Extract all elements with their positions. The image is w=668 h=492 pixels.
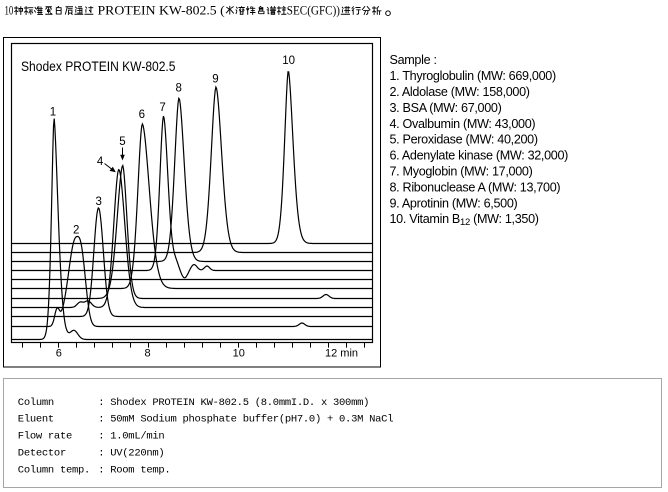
svg-text:3. BSA (MW: 67,000): 3. BSA (MW: 67,000)	[390, 101, 502, 115]
svg-text:: Shodex PROTEIN KW-802.5 (8.0: : Shodex PROTEIN KW-802.5 (8.0mmI.D. x 3…	[98, 397, 369, 409]
svg-text:: 50mM Sodium phosphate buffer: : 50mM Sodium phosphate buffer(pH7.0) + …	[98, 414, 393, 426]
svg-text:5: 5	[119, 136, 125, 148]
svg-text:PROTEIN KW-802.5 (: PROTEIN KW-802.5 (	[98, 4, 225, 18]
svg-text:Column: Column	[18, 397, 54, 409]
svg-text:6: 6	[56, 348, 62, 360]
svg-text:6: 6	[139, 109, 145, 121]
svg-text:9. Aprotinin (MW: 6,500): 9. Aprotinin (MW: 6,500)	[390, 196, 518, 210]
svg-text:7: 7	[159, 102, 165, 114]
svg-text:2. Aldolase (MW: 158,000): 2. Aldolase (MW: 158,000)	[390, 85, 530, 99]
svg-text:9: 9	[212, 74, 218, 86]
svg-text:3: 3	[95, 196, 101, 208]
svg-text:4: 4	[97, 156, 104, 168]
svg-text:Eluent: Eluent	[18, 414, 54, 426]
svg-text:10: 10	[282, 55, 295, 67]
svg-text:1. Thyroglobulin (MW: 669,000): 1. Thyroglobulin (MW: 669,000)	[390, 69, 556, 83]
svg-text:: Room temp.: : Room temp.	[98, 464, 170, 476]
svg-text:Column temp.: Column temp.	[18, 464, 90, 476]
svg-text:12 min: 12 min	[325, 348, 358, 360]
svg-text:6. Adenylate kinase (MW: 32,00: 6. Adenylate kinase (MW: 32,000)	[390, 149, 569, 163]
svg-text:Shodex PROTEIN KW-802.5: Shodex PROTEIN KW-802.5	[21, 59, 176, 74]
svg-text:Sample :: Sample :	[390, 53, 437, 67]
svg-text:5. Peroxidase (MW: 40,200): 5. Peroxidase (MW: 40,200)	[390, 133, 538, 147]
svg-text:2: 2	[73, 225, 79, 237]
svg-text:10: 10	[5, 4, 14, 18]
svg-text:: 1.0mL/min: : 1.0mL/min	[98, 431, 164, 443]
svg-text:8: 8	[175, 83, 181, 95]
svg-text:7. Myoglobin (MW: 17,000): 7. Myoglobin (MW: 17,000)	[390, 165, 533, 179]
svg-text:Detector: Detector	[18, 448, 66, 460]
svg-text:: UV(220nm): : UV(220nm)	[98, 448, 164, 460]
svg-text:10. Vitamin B12 (MW: 1,350): 10. Vitamin B12 (MW: 1,350)	[390, 212, 539, 228]
svg-text:8. Ribonuclease A (MW: 13,700): 8. Ribonuclease A (MW: 13,700)	[390, 180, 561, 194]
svg-text:SEC(GFC)): SEC(GFC))	[287, 4, 340, 18]
svg-text:4. Ovalbumin (MW: 43,000): 4. Ovalbumin (MW: 43,000)	[390, 117, 536, 131]
svg-text:10: 10	[233, 348, 245, 360]
svg-text:Flow rate: Flow rate	[18, 431, 72, 443]
svg-text:1: 1	[50, 107, 56, 119]
svg-text:8: 8	[144, 348, 150, 360]
